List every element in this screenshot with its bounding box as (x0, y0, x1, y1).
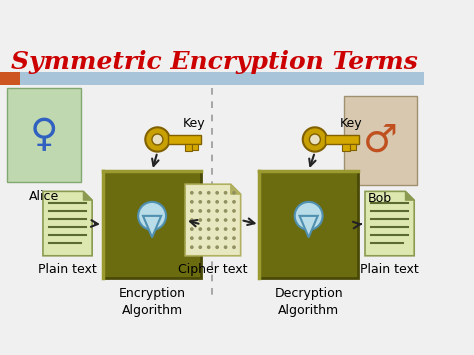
Bar (344, 95, 417, 185)
Circle shape (191, 246, 193, 248)
Circle shape (216, 228, 219, 230)
Bar (168, 135, 201, 144)
Circle shape (216, 219, 219, 221)
Bar (7, 88, 81, 182)
Circle shape (216, 201, 219, 203)
Text: Bob: Bob (368, 192, 392, 205)
Bar (192, 144, 199, 150)
Circle shape (303, 127, 327, 152)
Polygon shape (365, 191, 414, 256)
Bar (325, 135, 359, 144)
Bar (185, 144, 192, 151)
Circle shape (224, 192, 227, 194)
Circle shape (233, 228, 235, 230)
Polygon shape (83, 191, 92, 200)
Text: Key: Key (182, 117, 205, 130)
Circle shape (224, 237, 227, 239)
Circle shape (208, 192, 210, 194)
Circle shape (199, 219, 201, 221)
Circle shape (233, 219, 235, 221)
Polygon shape (143, 216, 161, 237)
Text: Encryption
Algorithm: Encryption Algorithm (118, 287, 186, 317)
Circle shape (310, 134, 320, 145)
Circle shape (208, 201, 210, 203)
Bar (103, 171, 201, 278)
Polygon shape (405, 191, 414, 200)
Text: Decryption
Algorithm: Decryption Algorithm (274, 287, 343, 317)
Bar (342, 144, 350, 151)
Bar (0, 72, 424, 85)
Circle shape (199, 210, 201, 212)
Circle shape (146, 127, 170, 152)
Circle shape (233, 192, 235, 194)
Circle shape (216, 192, 219, 194)
Circle shape (152, 134, 163, 145)
Circle shape (216, 246, 219, 248)
Circle shape (224, 246, 227, 248)
Polygon shape (43, 191, 92, 256)
Circle shape (233, 237, 235, 239)
Text: Key: Key (340, 117, 363, 130)
Circle shape (233, 246, 235, 248)
Circle shape (199, 192, 201, 194)
Bar (0, 72, 20, 85)
Circle shape (216, 237, 219, 239)
Circle shape (216, 210, 219, 212)
Text: ♀: ♀ (29, 116, 58, 154)
Circle shape (208, 246, 210, 248)
Bar (259, 171, 358, 278)
Circle shape (191, 237, 193, 239)
Circle shape (191, 210, 193, 212)
Text: Alice: Alice (29, 190, 59, 203)
Circle shape (295, 202, 323, 230)
Circle shape (191, 219, 193, 221)
Circle shape (191, 201, 193, 203)
Polygon shape (231, 184, 241, 194)
Circle shape (199, 228, 201, 230)
Circle shape (208, 228, 210, 230)
Polygon shape (185, 184, 241, 256)
Circle shape (138, 202, 166, 230)
Text: Plain text: Plain text (38, 263, 97, 276)
Text: ♂: ♂ (363, 121, 398, 159)
Circle shape (224, 219, 227, 221)
Circle shape (208, 219, 210, 221)
Circle shape (199, 237, 201, 239)
Circle shape (233, 210, 235, 212)
Text: Cipher text: Cipher text (178, 263, 248, 276)
Circle shape (208, 237, 210, 239)
Circle shape (199, 246, 201, 248)
Text: Symmetric Encryption Terms: Symmetric Encryption Terms (11, 50, 418, 73)
Circle shape (191, 192, 193, 194)
Circle shape (233, 201, 235, 203)
Circle shape (224, 201, 227, 203)
Circle shape (224, 210, 227, 212)
Circle shape (208, 210, 210, 212)
Circle shape (199, 201, 201, 203)
Text: Plain text: Plain text (360, 263, 419, 276)
Bar (350, 144, 356, 150)
Polygon shape (300, 216, 318, 237)
Circle shape (224, 228, 227, 230)
Circle shape (191, 228, 193, 230)
